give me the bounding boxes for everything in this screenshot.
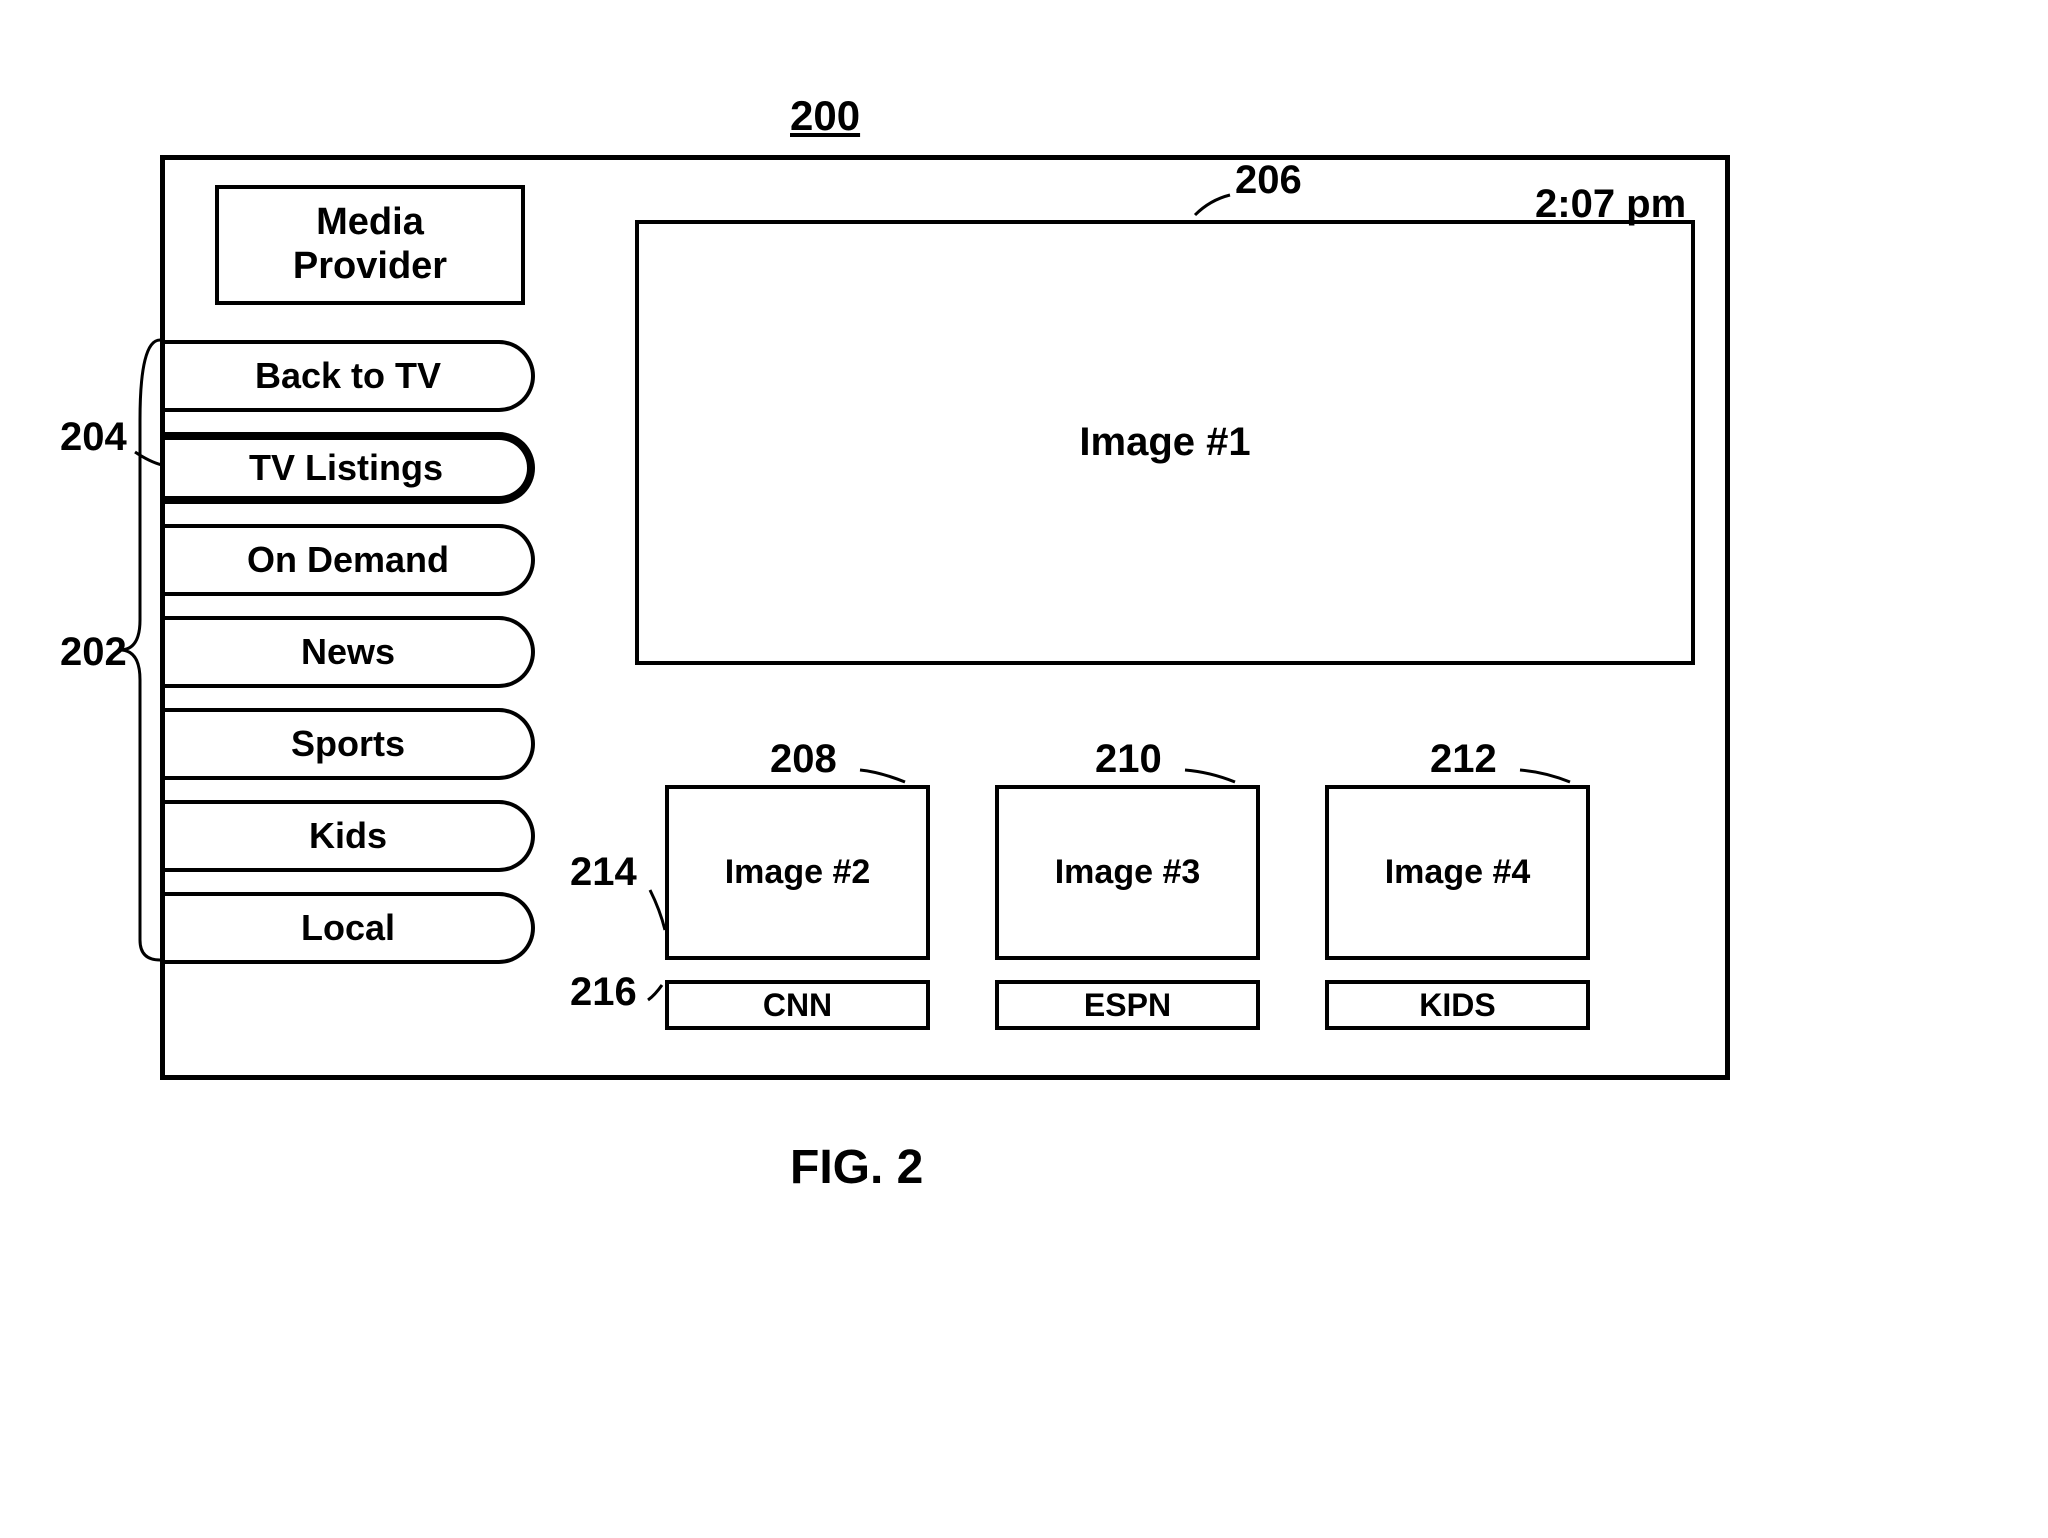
channel-text: KIDS [1419, 987, 1495, 1024]
big-image-label: Image #1 [1079, 420, 1250, 465]
channel-text: ESPN [1084, 987, 1171, 1024]
ref-menu-selected: 204 [60, 415, 127, 460]
ref-big-image: 206 [1235, 158, 1302, 203]
ref-menu-group: 202 [60, 630, 127, 675]
ref-thumb-corner: 214 [570, 850, 637, 895]
ref-main: 200 [790, 92, 860, 140]
thumb-label: Image #3 [1055, 853, 1201, 892]
menu-item-on-demand[interactable]: On Demand [165, 524, 535, 596]
figure-stage: 200 Media Provider 2:07 pm Back to TV TV… [0, 0, 2048, 1538]
menu-item-tv-listings[interactable]: TV Listings [165, 432, 535, 504]
thumb-2[interactable]: Image #3 [995, 785, 1260, 960]
media-provider-box: Media Provider [215, 185, 525, 305]
channel-label-2[interactable]: ESPN [995, 980, 1260, 1030]
ref-thumb-1: 208 [770, 737, 837, 782]
menu-label: TV Listings [249, 447, 443, 489]
menu-label: Kids [309, 815, 387, 857]
channel-text: CNN [763, 987, 832, 1024]
thumb-3[interactable]: Image #4 [1325, 785, 1590, 960]
menu-label: On Demand [247, 539, 449, 581]
menu-item-back-to-tv[interactable]: Back to TV [165, 340, 535, 412]
ref-channel-label: 216 [570, 970, 637, 1015]
figure-caption: FIG. 2 [790, 1140, 923, 1195]
menu-label: News [301, 631, 395, 673]
provider-line2: Provider [293, 245, 447, 287]
ref-thumb-2: 210 [1095, 737, 1162, 782]
ref-thumb-3: 212 [1430, 737, 1497, 782]
ui-main-frame: Media Provider 2:07 pm Back to TV TV Lis… [160, 155, 1730, 1080]
thumb-label: Image #2 [725, 853, 871, 892]
menu-item-local[interactable]: Local [165, 892, 535, 964]
thumb-label: Image #4 [1385, 853, 1531, 892]
thumb-1[interactable]: Image #2 [665, 785, 930, 960]
channel-label-1[interactable]: CNN [665, 980, 930, 1030]
menu-item-news[interactable]: News [165, 616, 535, 688]
provider-line1: Media [316, 201, 424, 243]
menu-label: Sports [291, 723, 405, 765]
main-image-panel[interactable]: Image #1 [635, 220, 1695, 665]
menu-item-sports[interactable]: Sports [165, 708, 535, 780]
menu-label: Local [301, 907, 395, 949]
menu-item-kids[interactable]: Kids [165, 800, 535, 872]
menu-label: Back to TV [255, 355, 441, 397]
channel-label-3[interactable]: KIDS [1325, 980, 1590, 1030]
